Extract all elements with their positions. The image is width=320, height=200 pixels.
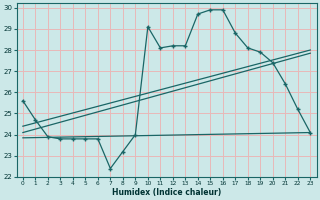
X-axis label: Humidex (Indice chaleur): Humidex (Indice chaleur) [112, 188, 221, 197]
